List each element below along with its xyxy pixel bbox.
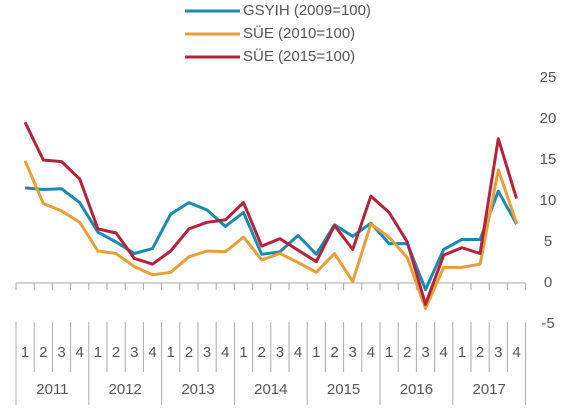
x-tick-label: 4 [148,344,156,361]
series-line [24,186,518,292]
legend-label: SÜE (2010=100) [243,24,355,42]
x-group-label: 2014 [254,381,287,398]
x-group-label: 2016 [400,381,433,398]
y-tick-label: -5 [541,315,554,332]
x-group-label: 2015 [327,381,360,398]
x-tick-label: 1 [458,344,466,361]
x-tick-label: 4 [76,344,84,361]
x-tick-label: 4 [367,344,375,361]
x-tick-label: 1 [312,344,320,361]
x-tick-label: 2 [330,344,338,361]
x-tick-label: 1 [94,344,102,361]
y-tick-label: 25 [540,69,557,86]
x-tick-label: 1 [167,344,175,361]
legend-label: GSYIH (2009=100) [243,2,371,19]
y-tick-label: 10 [540,192,557,209]
x-tick-label: 4 [294,344,302,361]
y-tick-label: 5 [544,233,552,250]
x-tick-label: 3 [203,344,211,361]
x-tick-label: 3 [421,344,429,361]
y-tick-label: 15 [540,151,557,168]
x-tick-label: 1 [239,344,247,361]
x-tick-label: 4 [512,344,520,361]
series-line [23,121,518,306]
x-group-label: 2013 [181,381,214,398]
x-tick-label: 4 [221,344,229,361]
x-group-label: 2012 [109,381,142,398]
x-tick-label: 3 [57,344,65,361]
y-tick-label: 20 [540,110,557,127]
x-tick-label: 3 [494,344,502,361]
x-tick-label: 3 [130,344,138,361]
x-tick-label: 1 [385,344,393,361]
x-tick-label: 2 [185,344,193,361]
x-tick-label: 3 [349,344,357,361]
series-line [23,160,518,310]
x-group-label: 2017 [473,381,506,398]
y-tick-label: 0 [544,274,552,291]
legend-label: SÜE (2015=100) [243,47,355,65]
x-tick-label: 3 [276,344,284,361]
x-tick-label: 2 [258,344,266,361]
x-tick-label: 2 [112,344,120,361]
x-tick-label: 2 [403,344,411,361]
x-tick-label: 2 [39,344,47,361]
x-tick-label: 1 [21,344,29,361]
x-tick-label: 4 [440,344,448,361]
x-tick-label: 2 [476,344,484,361]
x-group-label: 2011 [36,381,68,398]
